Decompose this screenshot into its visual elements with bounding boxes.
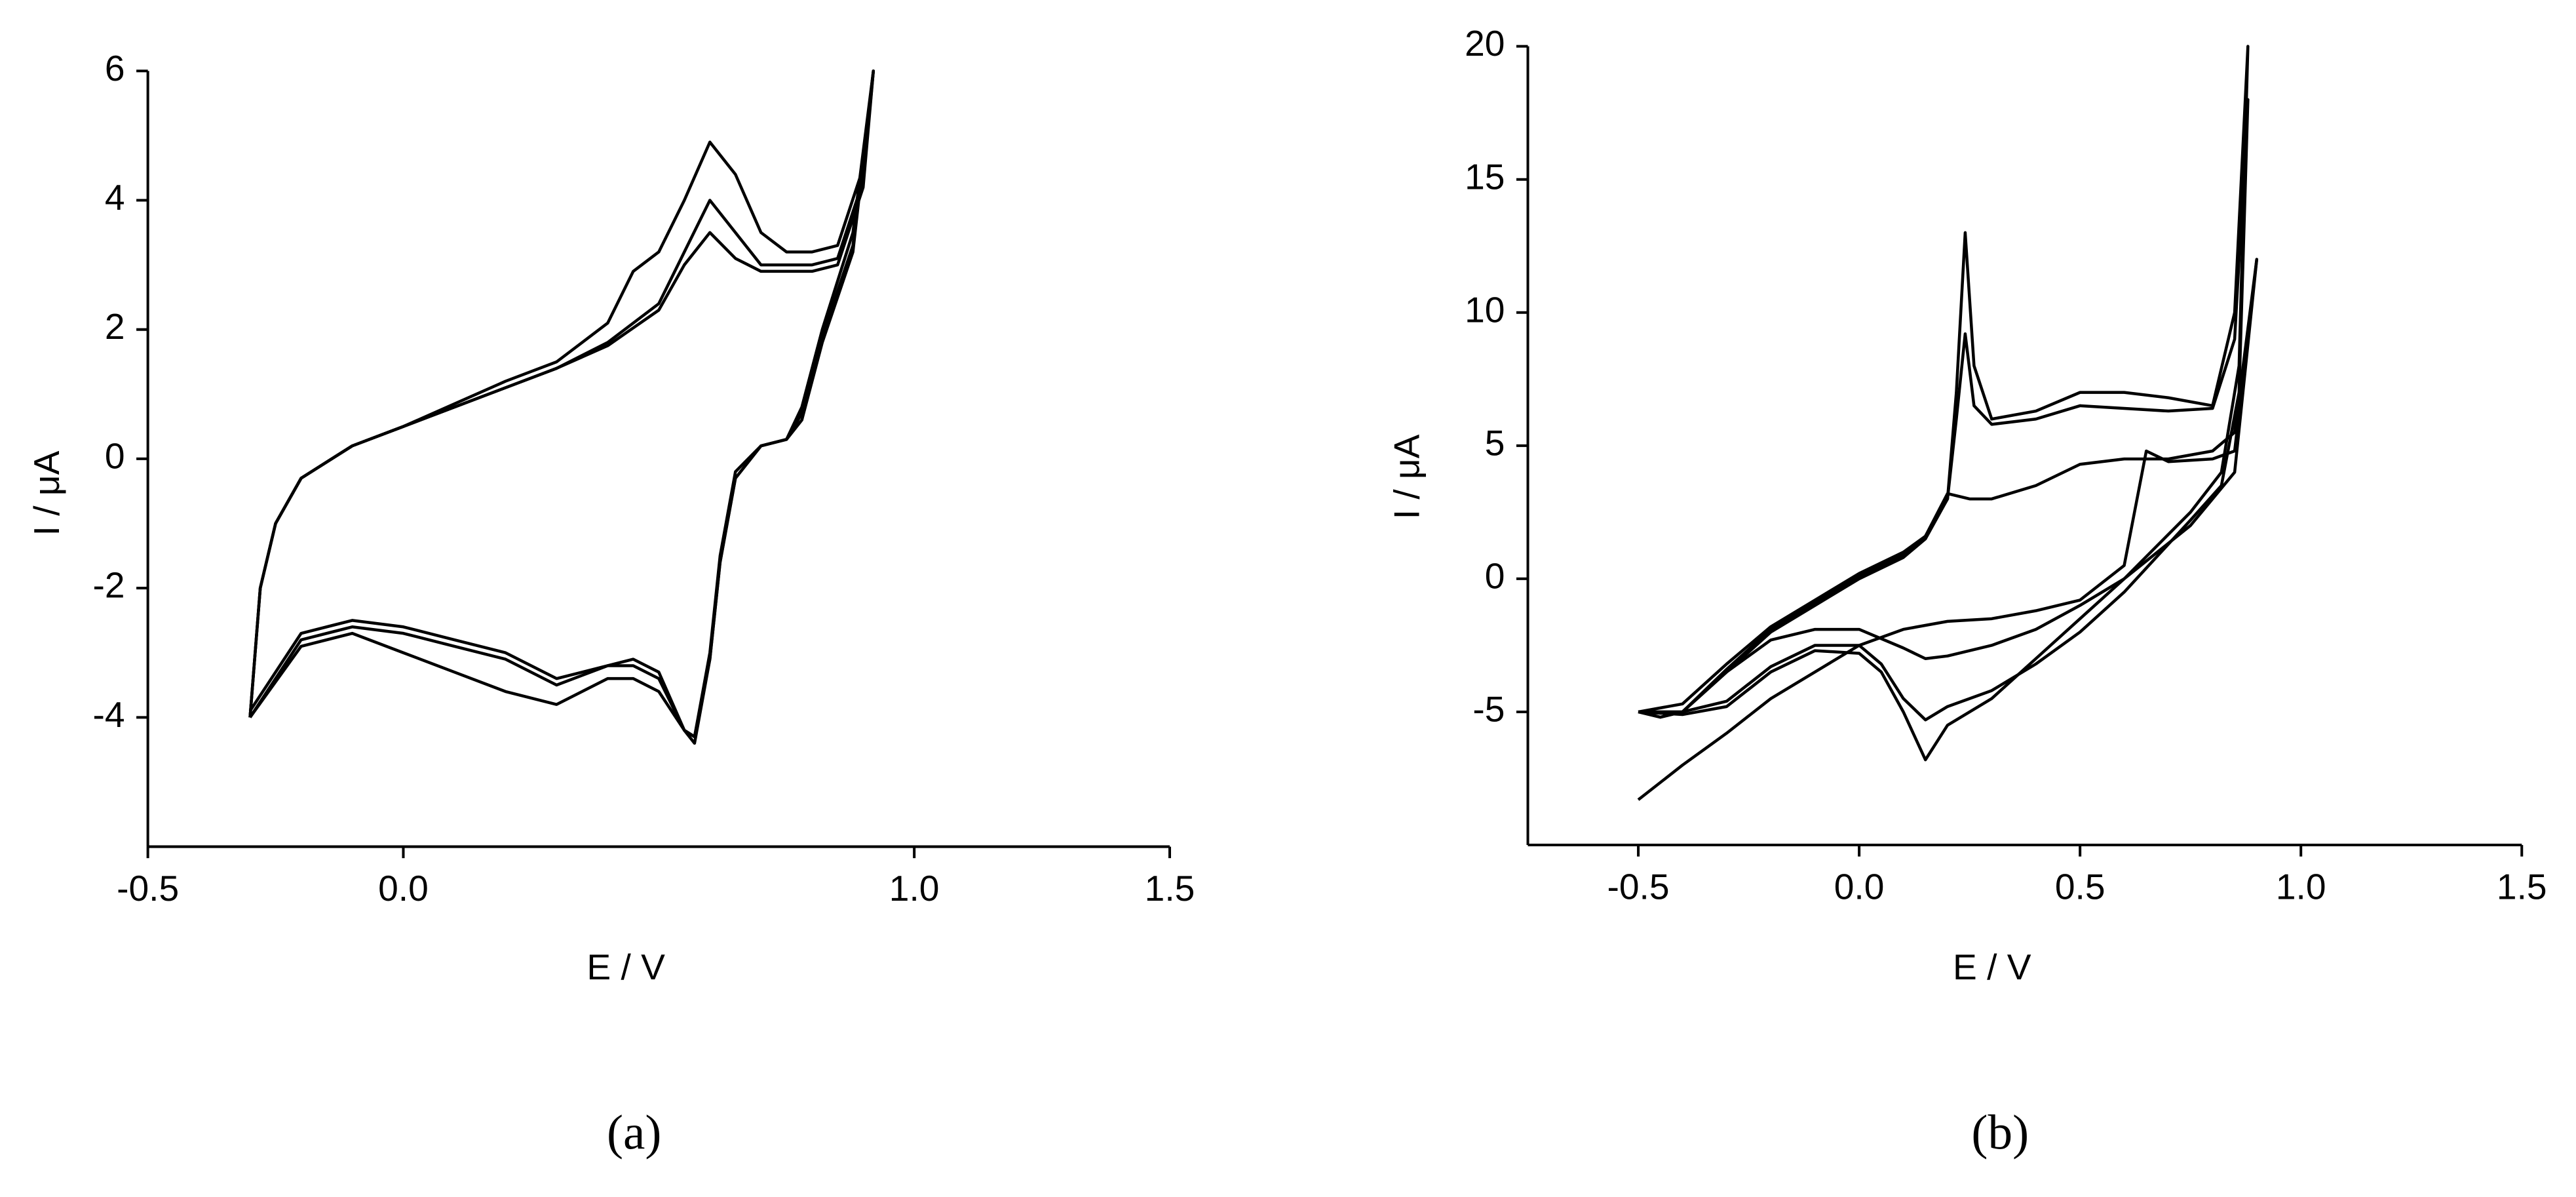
- caption: (b): [1971, 1106, 2029, 1160]
- y-tick-label: 6: [105, 48, 125, 88]
- x-tick-label: 0.5: [2055, 866, 2105, 907]
- cv-curve: [248, 69, 875, 745]
- cv-curve: [248, 69, 875, 739]
- y-axis-label: I / μA: [26, 450, 67, 536]
- x-axis-label: E / V: [1953, 947, 2031, 987]
- x-tick-label: -0.5: [117, 868, 179, 909]
- x-tick-label: -0.5: [1607, 866, 1670, 907]
- x-tick-label: 1.5: [2497, 866, 2547, 907]
- y-axis-label: I / μA: [1387, 434, 1427, 519]
- x-tick-label: 0.0: [1834, 866, 1885, 907]
- x-axis-label: E / V: [586, 947, 665, 987]
- caption: (a): [607, 1106, 661, 1160]
- y-tick-label: 20: [1465, 23, 1505, 64]
- y-tick-label: -2: [93, 565, 125, 606]
- cv-curve: [1638, 258, 2259, 714]
- x-tick-label: 1.5: [1145, 868, 1195, 909]
- y-tick-label: 10: [1465, 289, 1505, 330]
- cv-curve: [1637, 259, 2259, 801]
- y-tick-label: 4: [105, 177, 125, 218]
- y-tick-label: 2: [105, 306, 125, 347]
- y-tick-label: 0: [105, 435, 125, 476]
- x-tick-label: 1.0: [2276, 866, 2326, 907]
- y-tick-label: 15: [1465, 156, 1505, 197]
- y-tick-label: -5: [1472, 689, 1505, 730]
- cv-curve: [1638, 45, 2250, 762]
- y-tick-label: 5: [1485, 422, 1505, 463]
- x-tick-label: 0.0: [378, 868, 429, 909]
- y-tick-label: -4: [93, 694, 125, 735]
- x-tick-label: 1.0: [889, 868, 940, 909]
- y-tick-label: 0: [1485, 555, 1505, 596]
- cv-curve: [1638, 98, 2250, 722]
